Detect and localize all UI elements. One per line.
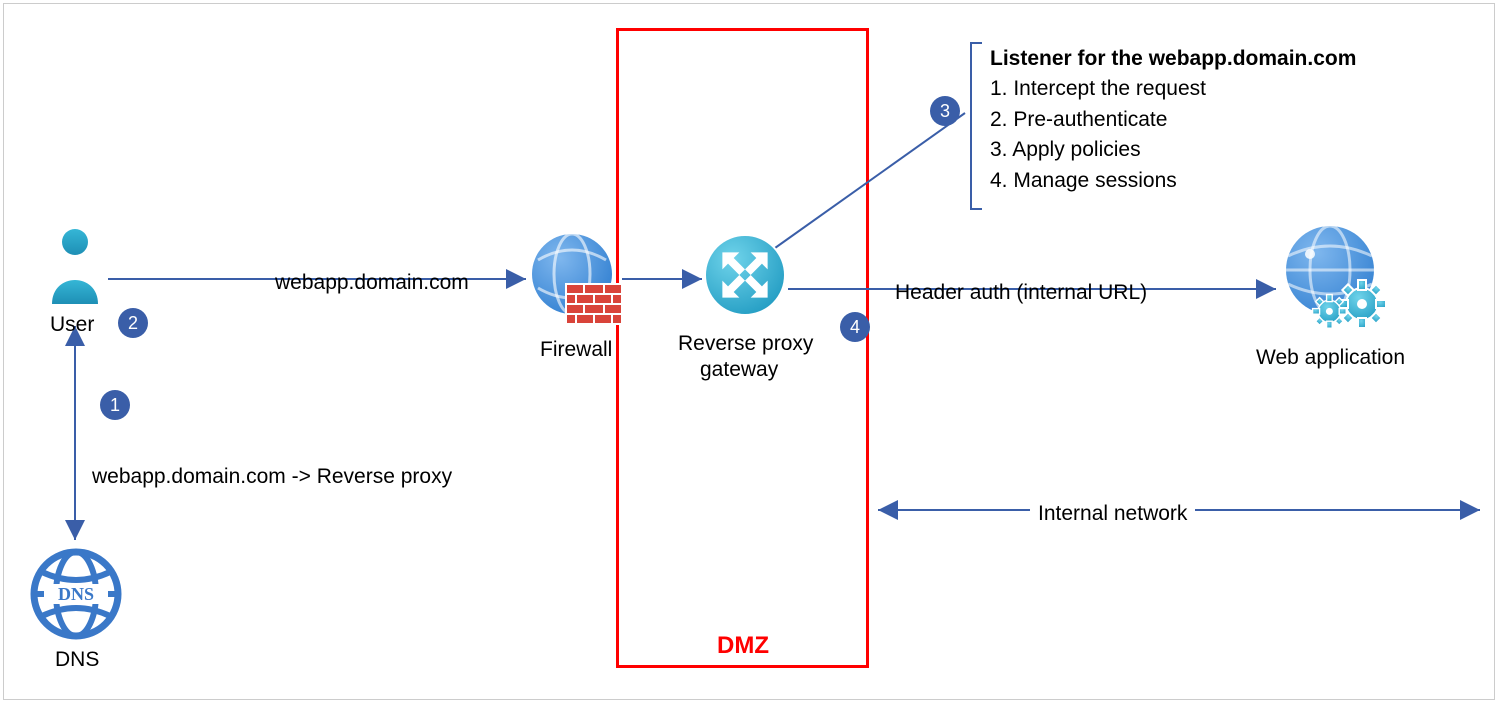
user-icon	[48, 226, 102, 304]
svg-text:DNS: DNS	[58, 584, 94, 604]
web-application-icon	[1280, 222, 1390, 332]
step-badge-1: 1	[100, 390, 130, 420]
firewall-label: Firewall	[540, 338, 612, 362]
flow-label-user-dns: webapp.domain.com -> Reverse proxy	[92, 465, 452, 489]
reverse-proxy-icon	[703, 233, 787, 317]
flow-label-internal-network: Internal network	[1030, 502, 1195, 526]
reverse-proxy-label-line1: Reverse proxy	[678, 332, 813, 356]
reverse-proxy-label-line2: gateway	[700, 358, 778, 382]
listener-item-3: 3. Apply policies	[990, 135, 1356, 165]
web-application-label: Web application	[1256, 346, 1405, 370]
dns-globe-icon: DNS	[30, 548, 122, 640]
listener-title: Listener for the webapp.domain.com	[990, 44, 1356, 74]
step-badge-3: 3	[930, 96, 960, 126]
diagram-canvas: DMZ	[0, 0, 1498, 703]
listener-item-2: 2. Pre-authenticate	[990, 105, 1356, 135]
step-badge-4: 4	[840, 312, 870, 342]
user-label: User	[50, 313, 94, 337]
listener-text-box: Listener for the webapp.domain.com 1. In…	[990, 44, 1356, 196]
step-badge-2: 2	[118, 308, 148, 338]
listener-item-1: 1. Intercept the request	[990, 74, 1356, 104]
listener-item-4: 4. Manage sessions	[990, 166, 1356, 196]
listener-bracket	[970, 42, 982, 210]
flow-label-rproxy-webapp: Header auth (internal URL)	[895, 281, 1147, 305]
dmz-zone-label: DMZ	[717, 632, 769, 660]
flow-label-user-firewall: webapp.domain.com	[275, 271, 469, 295]
dns-label: DNS	[55, 648, 99, 672]
firewall-icon	[528, 230, 628, 330]
